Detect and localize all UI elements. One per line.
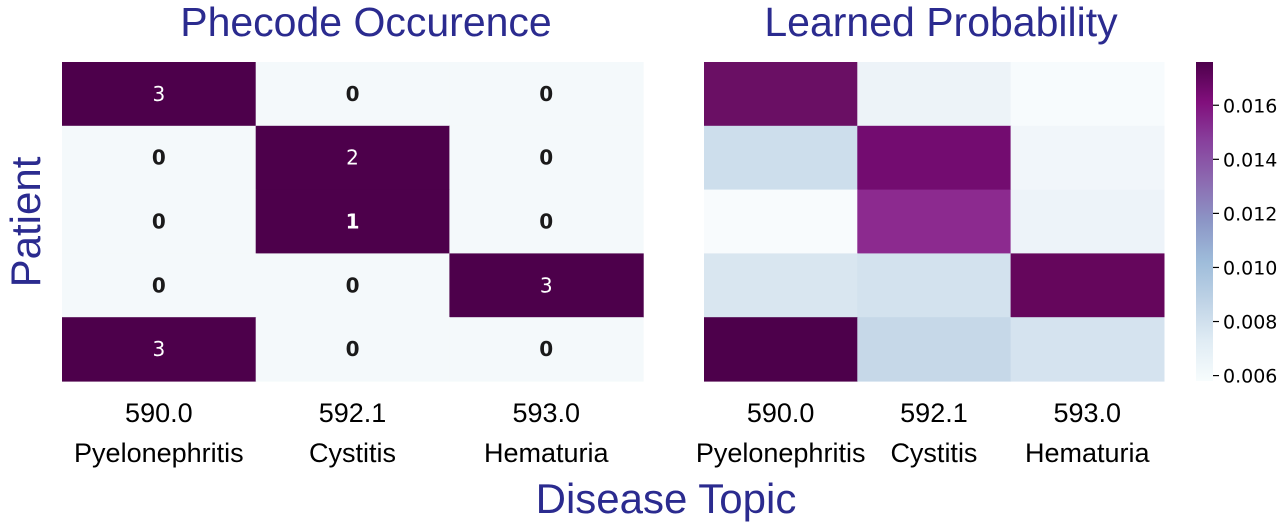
x-tick-name: Hematuria bbox=[484, 438, 610, 468]
cell-annotation: 0 bbox=[152, 210, 166, 234]
heatmap-cell bbox=[255, 253, 450, 318]
colorbar-tick-label: 0.010 bbox=[1223, 257, 1277, 279]
heatmap-cell bbox=[1010, 125, 1165, 191]
heatmap-cell bbox=[704, 189, 858, 254]
y-axis-label: Patient bbox=[2, 156, 49, 287]
cell-annotation: 2 bbox=[346, 146, 359, 170]
x-tick-code: 590.0 bbox=[747, 398, 815, 428]
cell-annotation: 0 bbox=[346, 337, 360, 361]
colorbar-tick-label: 0.012 bbox=[1223, 203, 1277, 225]
heatmap-cell bbox=[704, 62, 858, 127]
cell-annotation: 0 bbox=[539, 337, 553, 361]
x-tick-code: 590.0 bbox=[125, 398, 193, 428]
colorbar-tick-label: 0.014 bbox=[1223, 149, 1277, 171]
heatmap-cell bbox=[62, 62, 257, 127]
cell-annotation: 0 bbox=[152, 273, 166, 297]
cell-annotation: 0 bbox=[539, 146, 553, 170]
heatmap-cell bbox=[62, 253, 257, 318]
x-tick-name: Pyelonephritis bbox=[696, 438, 866, 468]
heatmap-cell bbox=[1010, 253, 1165, 318]
heatmap-cell bbox=[449, 317, 644, 382]
colorbar-tick-label: 0.008 bbox=[1223, 312, 1277, 334]
heatmap-cell bbox=[449, 62, 644, 127]
cell-annotation: 3 bbox=[152, 337, 165, 361]
heatmap-cell bbox=[857, 125, 1012, 191]
heatmap-cell bbox=[1010, 317, 1165, 382]
heatmap-cell bbox=[62, 189, 257, 254]
heatmap-cell bbox=[857, 62, 1012, 127]
heatmap-cell bbox=[704, 253, 858, 318]
heatmap-cell bbox=[449, 189, 644, 254]
cell-annotation: 1 bbox=[346, 210, 360, 234]
heatmap-phecode-occurence: 3 0 0 0 2 0 0 1 0 0 0 3 3 0 0 590.0 Pyelonephritis 592.1 C… bbox=[62, 62, 644, 468]
x-tick-code: 593.0 bbox=[512, 398, 580, 428]
heatmap-cell bbox=[449, 253, 644, 318]
heatmap-cell bbox=[255, 125, 450, 191]
x-tick-code: 592.1 bbox=[319, 398, 387, 428]
cell-annotation: 0 bbox=[539, 82, 553, 106]
cell-annotation: 0 bbox=[346, 82, 360, 106]
chart-title-learned-probability: Learned Probability bbox=[764, 0, 1118, 45]
heatmap-cell bbox=[857, 189, 1012, 254]
x-axis-label: Disease Topic bbox=[536, 475, 797, 522]
chart-title-phecode-occurence: Phecode Occurence bbox=[180, 0, 552, 45]
heatmap-cell bbox=[704, 125, 858, 191]
heatmap-cell bbox=[255, 189, 450, 254]
x-tick-code: 592.1 bbox=[900, 398, 968, 428]
x-tick-name: Pyelonephritis bbox=[74, 438, 244, 468]
x-tick-name: Cystitis bbox=[309, 438, 396, 468]
cell-annotation: 0 bbox=[346, 273, 360, 297]
cell-annotation: 0 bbox=[152, 146, 166, 170]
heatmap-learned-probability: 590.0 Pyelonephritis 592.1 Cystitis 593.0 Hem… bbox=[696, 62, 1165, 468]
cell-annotation: 3 bbox=[540, 273, 553, 297]
heatmap-cell bbox=[62, 125, 257, 191]
heatmap-cell bbox=[1010, 62, 1165, 127]
cell-annotation: 3 bbox=[152, 82, 165, 106]
cell-annotation: 0 bbox=[539, 210, 553, 234]
x-tick-name: Hematuria bbox=[1025, 438, 1151, 468]
heatmap-cell bbox=[857, 253, 1012, 318]
heatmap-cell bbox=[1010, 189, 1165, 254]
colorbar-tick-label: 0.006 bbox=[1223, 366, 1277, 388]
colorbar-tick-label: 0.016 bbox=[1223, 95, 1277, 117]
heatmap-cell bbox=[255, 62, 450, 127]
heatmap-cell bbox=[857, 317, 1012, 382]
heatmap-cell bbox=[704, 317, 858, 382]
heatmap-cell bbox=[62, 317, 257, 382]
heatmap-cell bbox=[449, 125, 644, 191]
heatmap-cell bbox=[255, 317, 450, 382]
x-tick-name: Cystitis bbox=[890, 438, 977, 468]
colorbar: 0.006 0.008 0.010 0.012 0.014 0.016 bbox=[1196, 62, 1277, 388]
colorbar-gradient bbox=[1196, 62, 1213, 381]
x-tick-code: 593.0 bbox=[1053, 398, 1121, 428]
